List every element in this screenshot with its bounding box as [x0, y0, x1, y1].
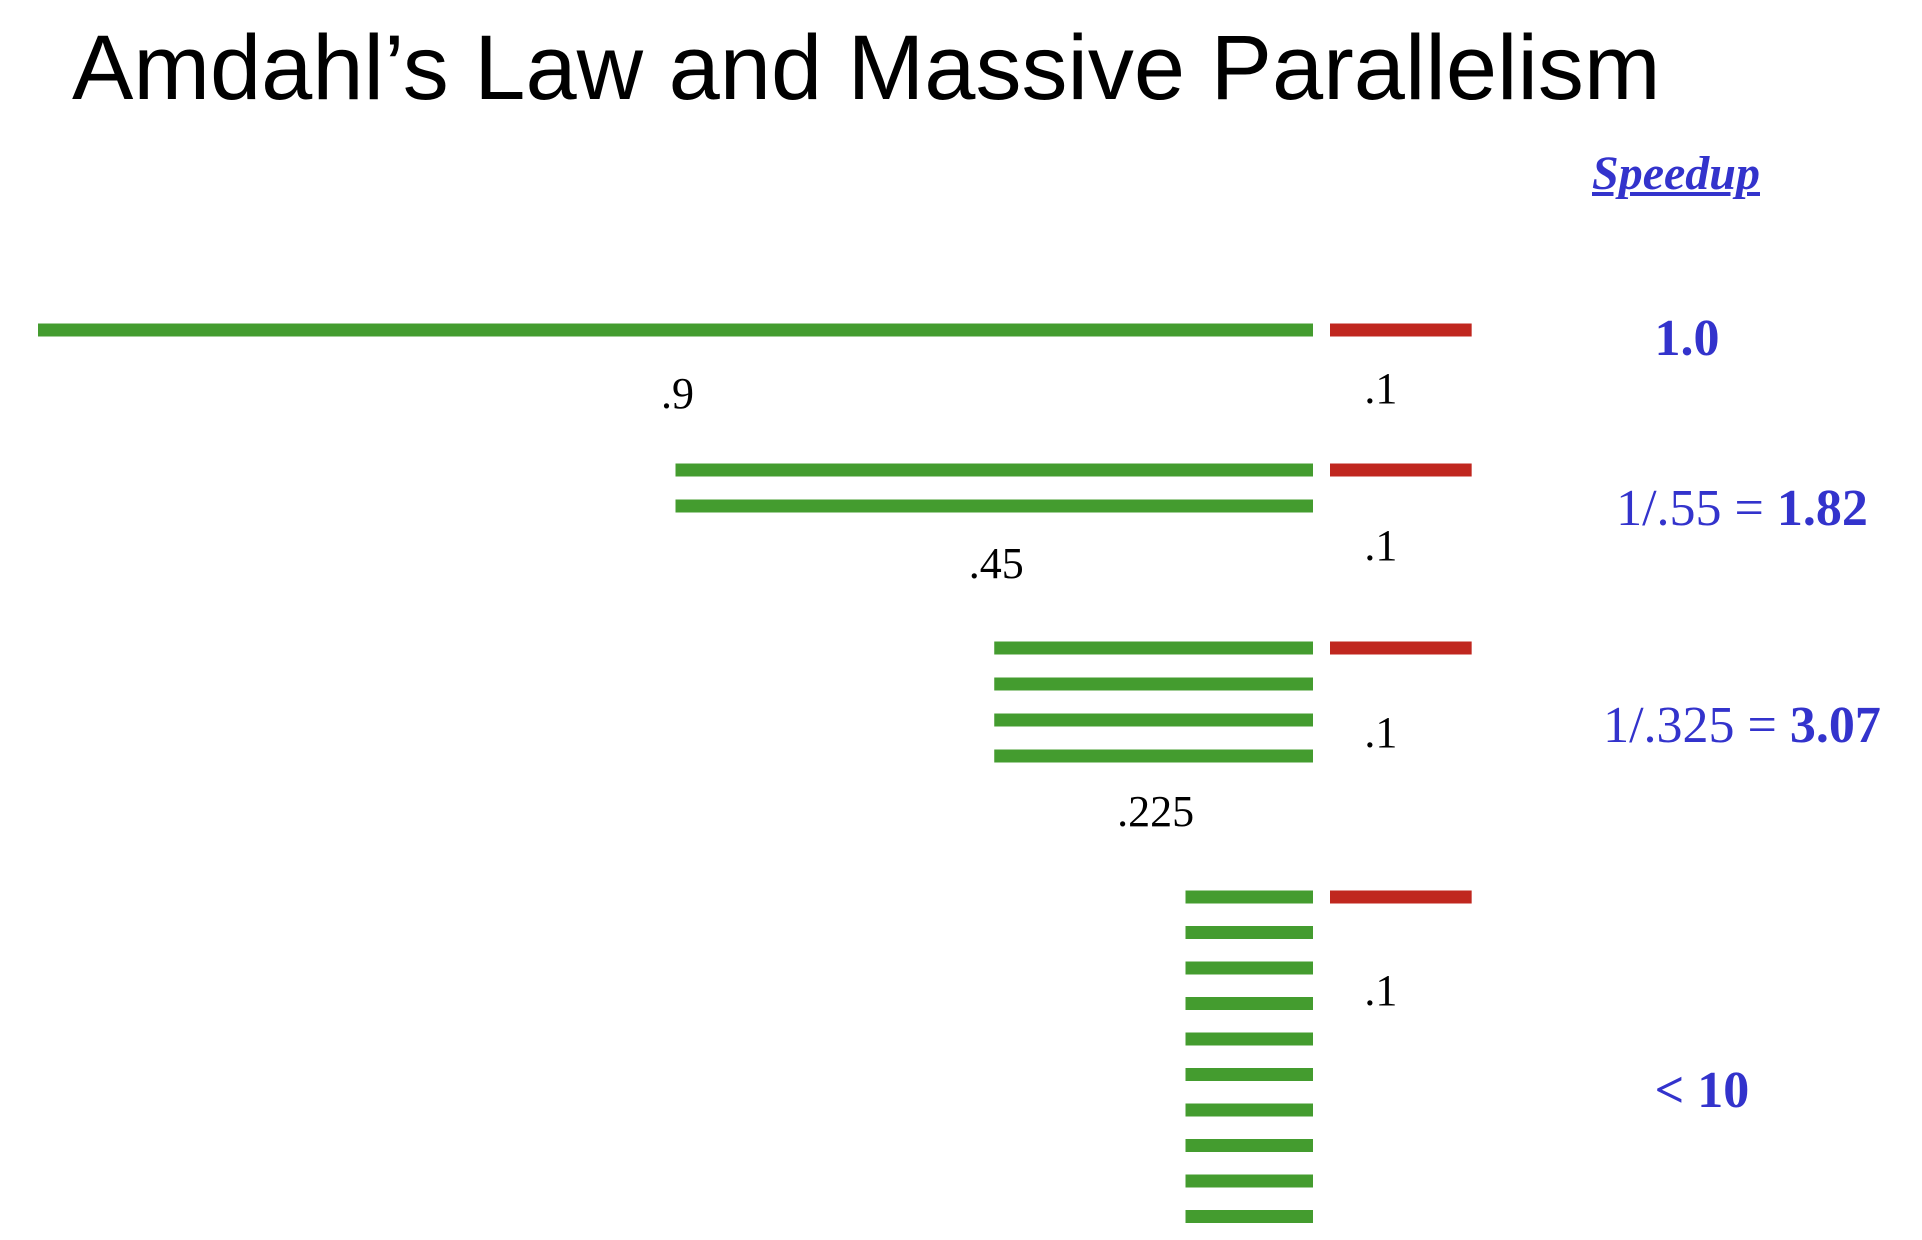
parallel-work-bar — [1185, 926, 1313, 939]
serial-work-bar — [1330, 463, 1472, 477]
parallel-work-bar — [1185, 997, 1313, 1010]
speedup-value: 1/.55 = 1.82 — [1616, 480, 1868, 537]
serial-fraction-label: .1 — [1364, 364, 1397, 413]
parallel-work-bar — [1185, 961, 1313, 975]
parallel-work-bar — [38, 323, 1313, 337]
parallel-work-bar — [675, 499, 1313, 513]
parallel-fraction-label: .45 — [969, 539, 1024, 588]
slide-title: Amdahl’s Law and Massive Parallelism — [72, 17, 1661, 119]
serial-fraction-label: .1 — [1364, 521, 1397, 570]
parallel-work-bar — [994, 749, 1313, 763]
speedup-result: < 10 — [1655, 1062, 1750, 1119]
parallel-work-bar — [994, 641, 1313, 655]
speedup-column-header: Speedup — [1592, 147, 1760, 200]
parallel-work-bar — [994, 713, 1313, 727]
serial-work-bar — [1330, 323, 1472, 337]
speedup-formula: 1/.55 = — [1616, 480, 1777, 537]
parallel-work-bar — [1185, 1103, 1313, 1117]
speedup-value: 1/.325 = 3.07 — [1603, 697, 1881, 754]
parallel-work-bar — [1185, 1068, 1313, 1081]
speedup-result: 3.07 — [1790, 697, 1881, 754]
speedup-result: 1.82 — [1777, 480, 1868, 537]
parallel-work-bar — [675, 463, 1313, 477]
parallel-work-bar — [1185, 1032, 1313, 1046]
parallel-work-bar — [1185, 1139, 1313, 1152]
parallel-work-bar — [994, 677, 1313, 691]
parallel-work-bar — [1185, 890, 1313, 904]
speedup-value: 1.0 — [1655, 310, 1720, 367]
speedup-formula: 1/.325 = — [1603, 697, 1790, 754]
serial-work-bar — [1330, 641, 1472, 655]
speedup-result: 1.0 — [1655, 310, 1720, 367]
serial-work-bar — [1330, 890, 1472, 904]
parallel-fraction-label: .225 — [1117, 787, 1194, 836]
serial-fraction-label: .1 — [1364, 966, 1397, 1015]
speedup-value: < 10 — [1655, 1062, 1750, 1119]
parallel-work-bar — [1185, 1174, 1313, 1188]
serial-fraction-label: .1 — [1364, 708, 1397, 757]
parallel-work-bar — [1185, 1210, 1313, 1223]
parallel-fraction-label: .9 — [661, 369, 694, 418]
